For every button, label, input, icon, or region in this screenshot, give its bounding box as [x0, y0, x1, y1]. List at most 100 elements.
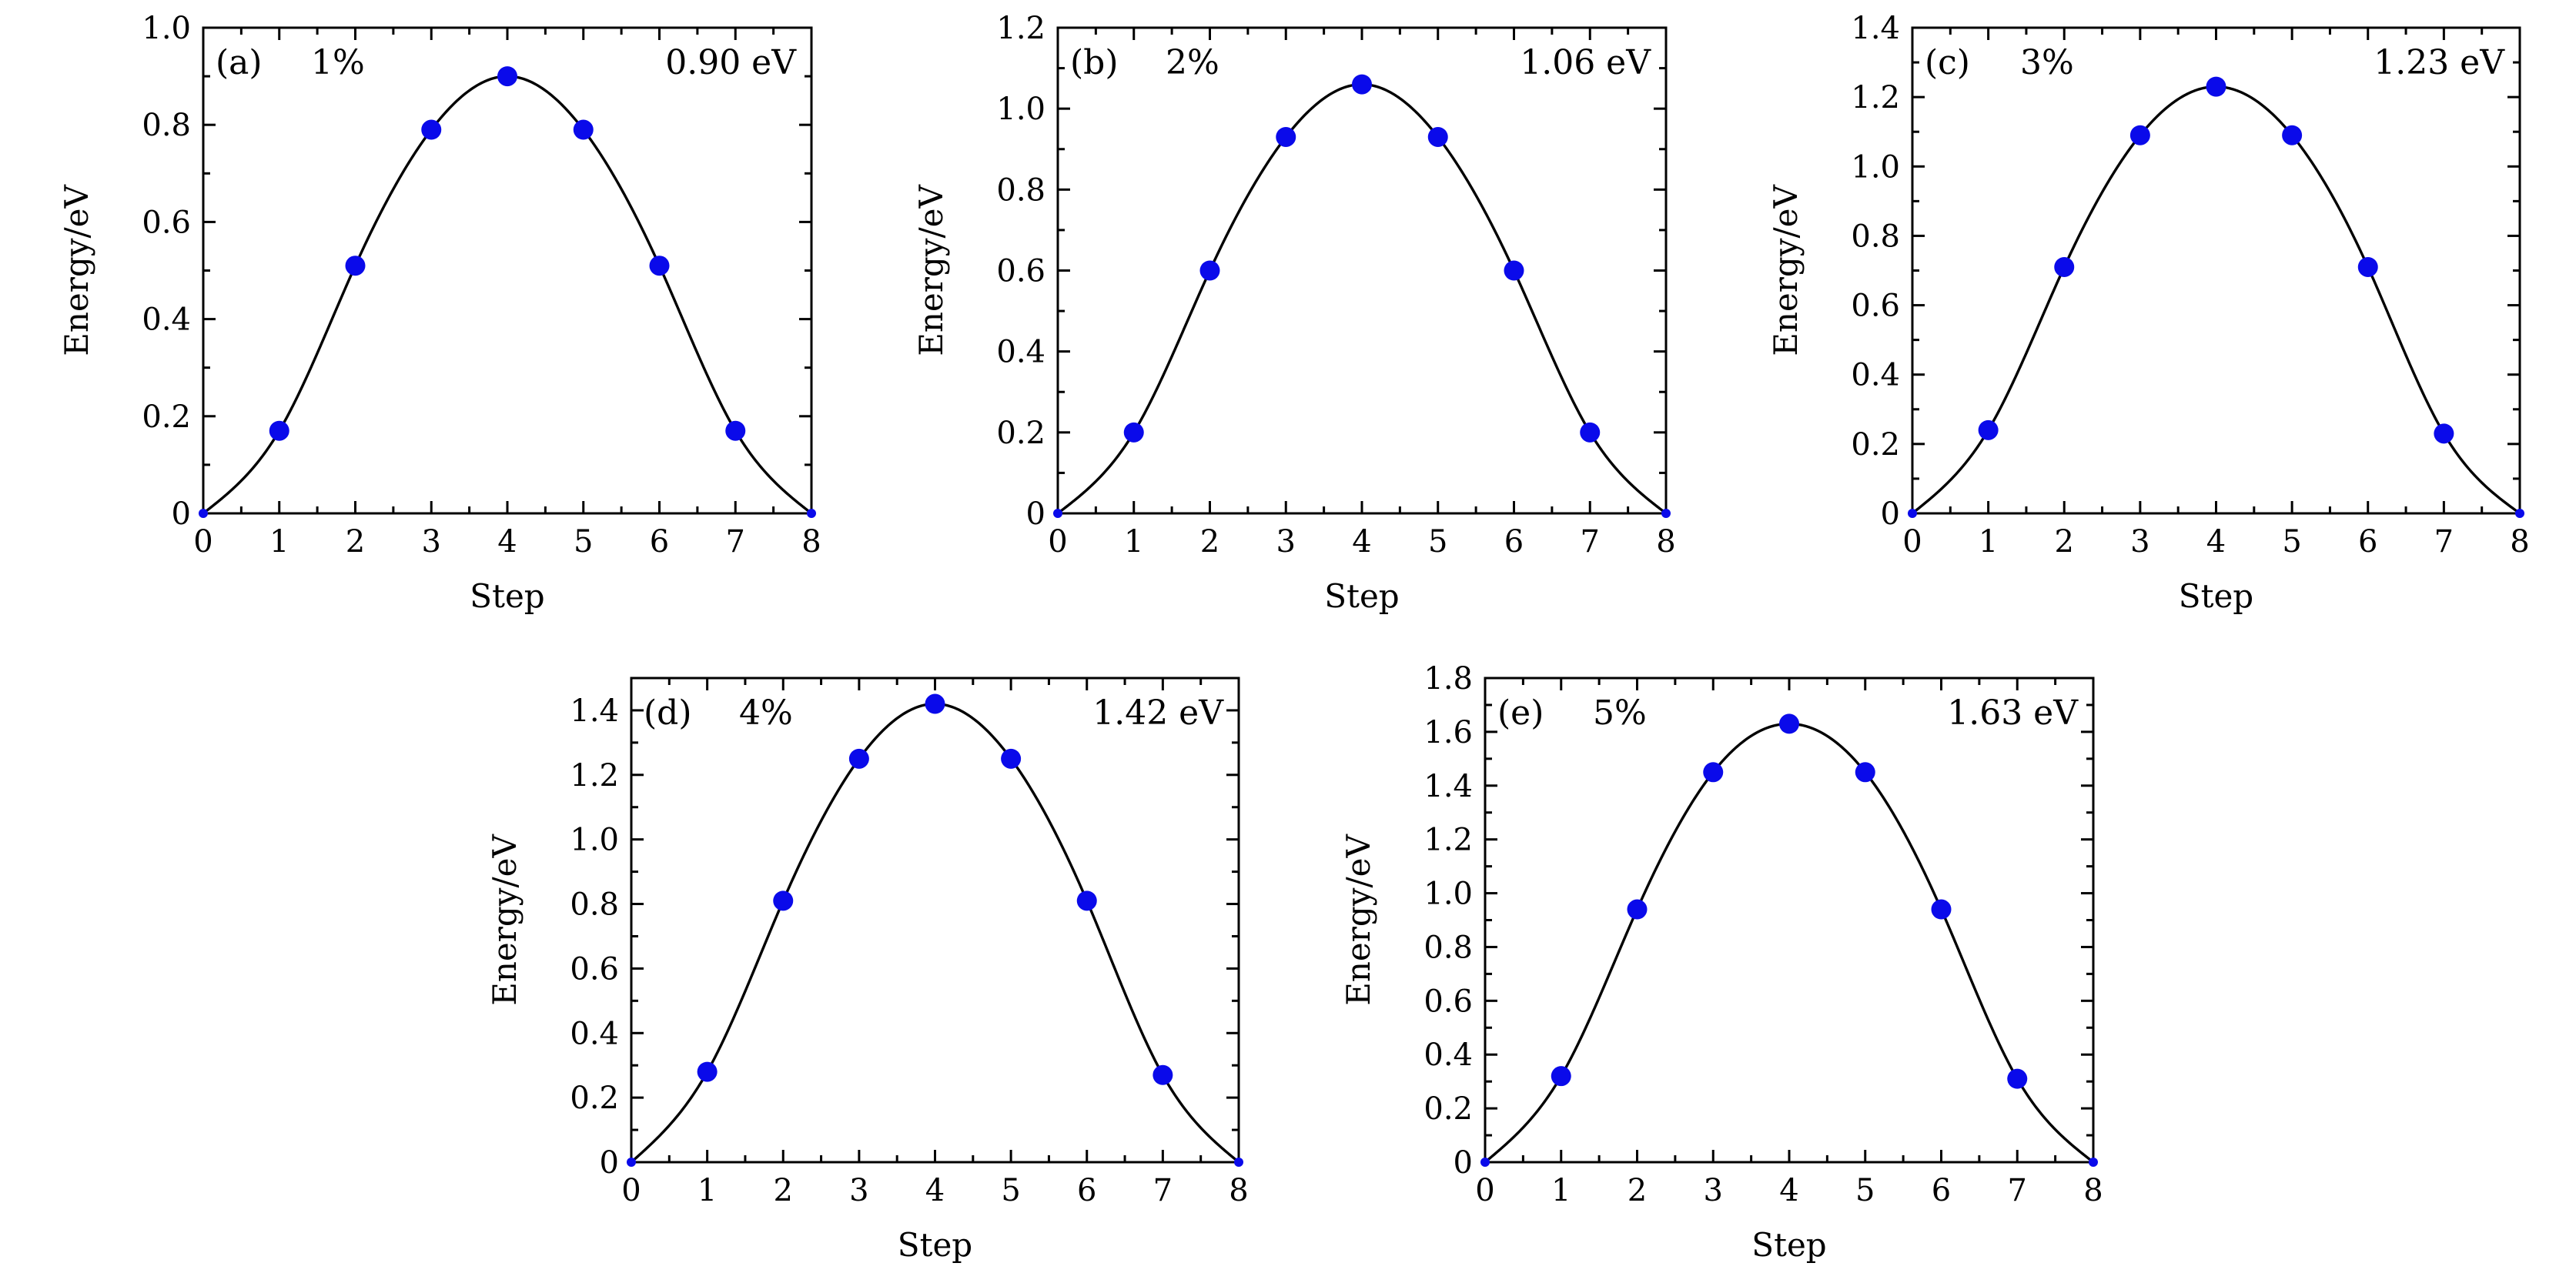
data-point: [1580, 422, 1601, 443]
y-tick-label: 0.2: [1851, 427, 1900, 463]
y-axis-label: Energy/eV: [58, 185, 95, 356]
data-point: [1779, 713, 1799, 734]
x-tick-label: 3: [422, 524, 441, 560]
y-tick-label: 1.8: [1423, 661, 1473, 697]
data-point: [1908, 509, 1917, 518]
data-point: [2515, 509, 2524, 518]
x-tick-label: 2: [774, 1173, 793, 1208]
data-point: [1480, 1158, 1490, 1167]
data-point: [848, 748, 869, 769]
data-point: [807, 509, 816, 518]
y-axis-label: Energy/eV: [1340, 834, 1377, 1006]
x-tick-label: 6: [2358, 524, 2377, 560]
data-point: [2007, 1068, 2028, 1089]
x-axis-label: Step: [898, 1226, 972, 1264]
strain-label: 1%: [311, 43, 365, 82]
y-tick-label: 0.2: [996, 416, 1045, 451]
panel-c: 0 1 2 3 4 5 6 7 8 0 0.2 0.4 0.6 0.8 1.0 1.2 1.4 Step Energ…: [1767, 11, 2530, 615]
panel-label: (d): [644, 693, 692, 733]
data-point: [1551, 1066, 1571, 1087]
x-tick-label: 7: [1581, 524, 1600, 560]
y-tick-label: 0: [1881, 496, 1900, 532]
strain-label: 4%: [739, 693, 793, 733]
x-tick-label: 3: [849, 1173, 868, 1208]
panel-d: 0 1 2 3 4 5 6 7 8 0 0.2 0.4 0.6 0.8 1.0 1.2 1.4 Step Energ…: [486, 677, 1249, 1264]
y-tick-label: 0.6: [1423, 984, 1473, 1019]
y-tick-label: 1.0: [996, 92, 1045, 127]
x-tick-label: 4: [497, 524, 517, 560]
x-axis-label: Step: [1751, 1226, 1826, 1264]
y-tick-label: 0.4: [1851, 358, 1900, 393]
y-tick-label: 1.0: [1423, 877, 1473, 912]
x-tick-label: 8: [801, 524, 821, 560]
data-point: [1001, 748, 1022, 769]
data-point: [649, 256, 670, 276]
x-tick-label: 1: [698, 1173, 717, 1208]
barrier-label: 1.42 eV: [1092, 693, 1224, 733]
x-tick-label: 3: [1276, 524, 1296, 560]
panel-label: (b): [1070, 43, 1119, 82]
panel-a: 0 1 2 3 4 5 6 7 8 0 0.2 0.4 0.6 0.8 1.0 Step Energy/eV (a…: [58, 11, 821, 615]
x-tick-label: 4: [1352, 524, 1371, 560]
barrier-label: 1.63 eV: [1947, 693, 2079, 733]
data-point: [925, 693, 945, 714]
y-tick-label: 0.4: [142, 302, 191, 338]
x-tick-label: 7: [726, 524, 745, 560]
strain-label: 5%: [1593, 693, 1647, 733]
x-tick-label: 2: [1628, 1173, 1647, 1208]
y-axis-label: Energy/eV: [486, 834, 524, 1006]
strain-label: 3%: [2020, 43, 2074, 82]
y-tick-label: 0: [600, 1145, 619, 1181]
energy-curve: [1911, 85, 2521, 515]
data-point: [2129, 125, 2150, 145]
data-point: [2357, 256, 2378, 277]
plot-frame: [1911, 26, 2521, 515]
x-tick-label: 0: [1048, 524, 1067, 560]
x-tick-label: 4: [1779, 1173, 1798, 1208]
y-tick-label: 1.2: [570, 758, 619, 794]
data-point: [773, 890, 794, 911]
y-tick-label: 1.4: [570, 693, 619, 729]
y-tick-label: 0.2: [142, 399, 191, 435]
y-tick-label: 0.2: [1423, 1091, 1473, 1127]
y-tick-label: 0.6: [996, 254, 1045, 289]
data-point: [345, 256, 366, 276]
energy-curve: [1056, 82, 1668, 515]
data-point: [1276, 126, 1296, 147]
x-tick-label: 5: [574, 524, 593, 560]
y-tick-label: 1.4: [1423, 769, 1473, 804]
x-axis-label: Step: [2179, 577, 2253, 615]
y-tick-label: 0.6: [142, 205, 191, 240]
x-tick-label: 6: [1932, 1173, 1951, 1208]
x-tick-label: 0: [1902, 524, 1922, 560]
x-tick-label: 4: [2206, 524, 2226, 560]
data-point: [2282, 125, 2303, 145]
x-tick-label: 0: [621, 1173, 641, 1208]
x-axis-label: Step: [1324, 577, 1399, 615]
data-point: [573, 119, 594, 140]
x-tick-label: 5: [2282, 524, 2301, 560]
barrier-label: 1.23 eV: [2374, 43, 2505, 82]
y-tick-label: 0.8: [1851, 219, 1900, 254]
data-point: [1153, 1064, 1173, 1085]
y-tick-label: 0: [172, 496, 191, 532]
y-tick-label: 1.0: [142, 11, 191, 46]
panel-label: (a): [216, 43, 263, 82]
data-point: [627, 1158, 636, 1167]
data-point: [1123, 422, 1144, 443]
y-tick-label: 1.6: [1423, 715, 1473, 750]
y-axis-label: Energy/eV: [1767, 185, 1805, 356]
y-tick-label: 1.0: [1851, 149, 1900, 185]
data-point: [199, 509, 208, 518]
x-tick-label: 5: [1855, 1173, 1875, 1208]
x-tick-label: 5: [1001, 1173, 1020, 1208]
data-point: [421, 119, 442, 140]
y-tick-label: 1.2: [1423, 823, 1473, 858]
y-tick-label: 0.6: [1851, 289, 1900, 324]
barrier-label: 1.06 eV: [1520, 43, 1651, 82]
y-tick-label: 0.8: [142, 108, 191, 143]
y-axis-label: Energy/eV: [912, 185, 950, 356]
energy-curve: [202, 75, 813, 515]
y-tick-label: 0.8: [570, 887, 619, 923]
x-tick-label: 2: [1200, 524, 1219, 560]
